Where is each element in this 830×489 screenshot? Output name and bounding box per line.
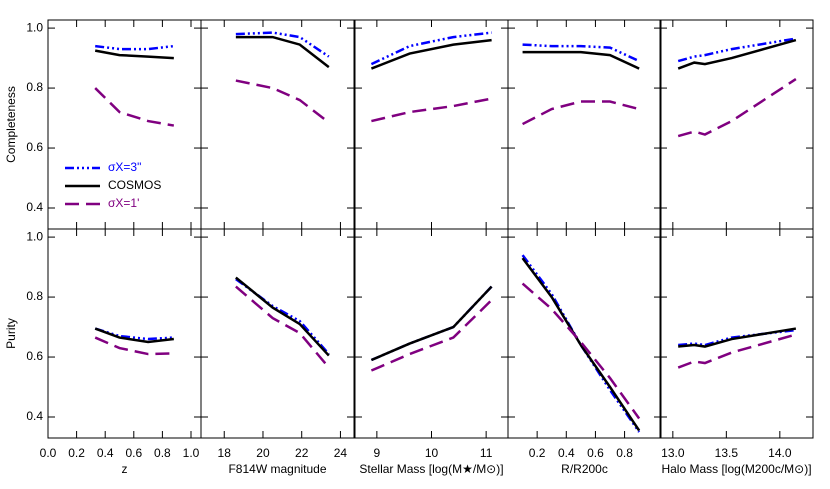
series-line — [677, 37, 797, 63]
series-line — [235, 35, 330, 69]
series-line — [95, 44, 174, 51]
x-tick-label: 0.6 — [125, 446, 142, 460]
x-axis-label: R/R200c — [561, 462, 608, 476]
series-line — [370, 285, 493, 362]
x-tick-label: 20 — [256, 446, 270, 460]
series-line — [235, 285, 330, 369]
series-line — [370, 285, 493, 362]
x-tick-label: 0.4 — [97, 446, 114, 460]
x-tick-label: 0.2 — [529, 446, 546, 460]
x-axis-label: z — [122, 462, 128, 476]
series-line — [678, 327, 797, 348]
series-line — [235, 276, 330, 357]
y-tick-label: 0.6 — [26, 349, 43, 363]
x-tick-label: 0.6 — [587, 446, 604, 460]
panel-frame — [659, 228, 814, 439]
series-line — [521, 254, 641, 433]
legend-label: COSMOS — [108, 178, 161, 192]
series-line — [522, 50, 640, 70]
series-line — [677, 78, 797, 138]
series-line — [370, 38, 492, 70]
y-tick-label: 1.0 — [26, 229, 43, 243]
series-line — [235, 31, 330, 58]
x-tick-label: 11 — [480, 446, 493, 460]
series-line — [94, 327, 174, 344]
x-tick-label: 0.0 — [40, 446, 57, 460]
series-line — [677, 333, 797, 369]
series-line — [371, 97, 492, 123]
panel-frame — [354, 19, 509, 230]
panel-frame — [659, 19, 814, 230]
series-line — [94, 336, 174, 356]
panel-frame — [47, 228, 202, 439]
x-axis-label: Halo Mass [log(M200c/M⊙)] — [661, 462, 811, 476]
series-line — [235, 79, 330, 124]
legend-label: σX=1' — [108, 196, 139, 210]
x-tick-label: 10 — [425, 446, 439, 460]
x-tick-label: 24 — [334, 446, 348, 460]
x-tick-label: 22 — [295, 446, 309, 460]
x-tick-label: 18 — [218, 446, 232, 460]
legend-label: σX=3" — [108, 160, 141, 174]
series-line — [677, 38, 797, 70]
panel-frame — [354, 228, 509, 439]
x-tick-label: 14.0 — [768, 446, 792, 460]
x-tick-label: 9 — [374, 446, 381, 460]
panel-frame — [200, 19, 355, 230]
y-tick-label: 0.8 — [26, 289, 43, 303]
y-tick-label: 0.6 — [26, 140, 43, 154]
x-axis-label: F814W magnitude — [228, 462, 326, 476]
x-axis-label: Stellar Mass [log(M★/M⊙)] — [359, 462, 503, 476]
series-line — [521, 257, 641, 432]
series-line — [370, 299, 493, 372]
panel-frame — [200, 228, 355, 439]
series-line — [94, 49, 174, 60]
y-tick-label: 0.4 — [26, 409, 43, 423]
y-tick-label: 0.4 — [26, 200, 43, 214]
y-tick-label: 0.8 — [26, 80, 43, 94]
x-tick-label: 0.4 — [558, 446, 575, 460]
series-line — [522, 43, 640, 63]
series-line — [94, 87, 175, 127]
x-tick-label: 0.8 — [616, 446, 633, 460]
series-line — [521, 100, 640, 126]
y-tick-label: 1.0 — [26, 20, 43, 34]
series-line — [521, 282, 641, 420]
x-tick-label: 1.0 — [183, 446, 200, 460]
x-tick-label: 13.0 — [661, 446, 685, 460]
panel-frame — [507, 228, 662, 439]
x-tick-label: 0.2 — [68, 446, 85, 460]
y-axis-label: Completeness — [4, 86, 18, 163]
y-axis-label: Purity — [4, 318, 18, 349]
x-tick-label: 13.5 — [715, 446, 739, 460]
x-tick-label: 0.8 — [154, 446, 171, 460]
